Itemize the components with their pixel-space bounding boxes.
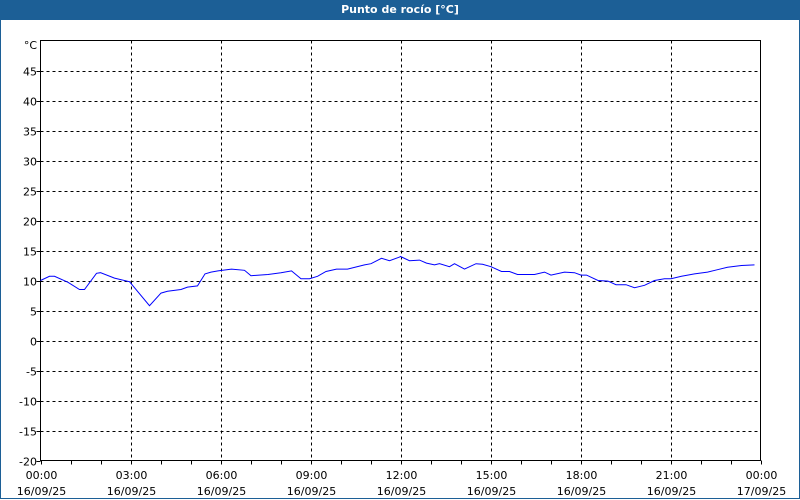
- x-tick-label-time: 18:00: [566, 469, 598, 482]
- x-tick-label-date: 16/09/25: [107, 485, 156, 498]
- x-tick-label-date: 17/09/25: [737, 485, 786, 498]
- x-tick-label-date: 16/09/25: [17, 485, 66, 498]
- y-axis: -20 -15 -10 -5 0 5 10 15 20 25 30 35 40 45: [19, 66, 41, 469]
- x-tick-label-time: 21:00: [656, 469, 688, 482]
- chart-title: Punto de rocío [°C]: [0, 0, 800, 20]
- x-tick-label-date: 16/09/25: [287, 485, 336, 498]
- x-tick-label-time: 00:00: [26, 469, 58, 482]
- y-tick-label: 5: [30, 306, 37, 319]
- y-tick-label: -20: [19, 456, 37, 469]
- y-tick-label: 35: [23, 126, 37, 139]
- x-tick-label-time: 00:00: [746, 469, 778, 482]
- x-tick-label-time: 12:00: [386, 469, 418, 482]
- y-tick-label: 10: [23, 276, 37, 289]
- grid: [40, 40, 761, 461]
- x-tick-label-date: 16/09/25: [557, 485, 606, 498]
- y-tick-label: 0: [30, 336, 37, 349]
- y-tick-label: 30: [23, 156, 37, 169]
- x-tick-label-time: 15:00: [476, 469, 508, 482]
- y-tick-label: 45: [23, 66, 37, 79]
- x-tick-label-time: 06:00: [206, 469, 238, 482]
- y-tick-label: -5: [26, 366, 37, 379]
- x-tick-label-time: 09:00: [296, 469, 328, 482]
- x-tick-label-date: 16/09/25: [467, 485, 516, 498]
- y-tick-label: -15: [19, 426, 37, 439]
- x-tick-label-date: 16/09/25: [377, 485, 426, 498]
- y-tick-label: 15: [23, 246, 37, 259]
- plot-area: [40, 40, 761, 461]
- series-line: [40, 255, 755, 307]
- x-tick-label-date: 16/09/25: [647, 485, 696, 498]
- y-tick-label: 40: [23, 96, 37, 109]
- x-tick-label-time: 03:00: [116, 469, 148, 482]
- y-axis-unit: °C: [24, 39, 38, 52]
- y-tick-label: 25: [23, 186, 37, 199]
- x-axis: 00:00 16/09/25 03:00 16/09/25 06:00 16/09/25 0…: [17, 460, 786, 498]
- x-tick-label-date: 16/09/25: [197, 485, 246, 498]
- y-tick-label: -10: [19, 396, 37, 409]
- y-tick-label: 20: [23, 216, 37, 229]
